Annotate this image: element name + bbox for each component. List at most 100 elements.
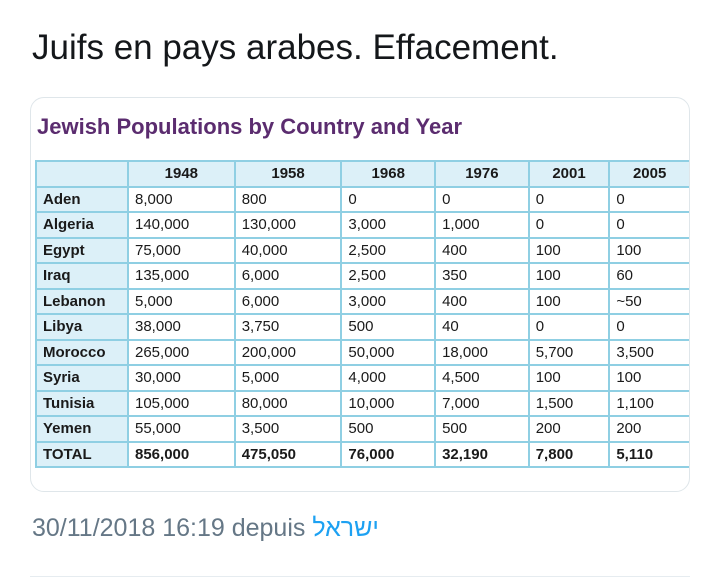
total-cell: 7,800 [527, 440, 611, 468]
column-header: 1948 [127, 160, 236, 188]
cell: 7,000 [434, 389, 530, 417]
cell: 140,000 [127, 211, 236, 239]
corner-cell [35, 160, 129, 188]
cell: 100 [527, 262, 611, 290]
row-label: Lebanon [35, 287, 129, 315]
post-meta: 30/11/2018 16:19 depuis ישראל [32, 514, 379, 543]
cell: ~50 [608, 287, 689, 315]
cell: 2,500 [340, 236, 437, 264]
cell: 350 [434, 262, 530, 290]
cell: 400 [434, 236, 530, 264]
row-label: Morocco [35, 338, 129, 366]
cell: 400 [434, 287, 530, 315]
cell: 1,100 [608, 389, 689, 417]
total-cell: 856,000 [127, 440, 236, 468]
total-row: TOTAL 856,000 475,050 76,000 32,190 7,800 5,11… [35, 440, 689, 468]
cell: 60 [608, 262, 689, 290]
cell: 6,000 [233, 287, 343, 315]
cell: 0 [608, 313, 689, 341]
table-title: Jewish Populations by Country and Year [37, 114, 463, 139]
cell: 100 [527, 287, 611, 315]
cell: 40,000 [233, 236, 343, 264]
table-row: Tunisia 105,000 80,000 10,000 7,000 1,500 1,10… [35, 389, 689, 417]
cell: 3,000 [340, 211, 437, 239]
column-header: 1968 [340, 160, 437, 188]
cell: 500 [340, 313, 437, 341]
table-row: Yemen 55,000 3,500 500 500 200 200 [35, 415, 689, 443]
table-row: Syria 30,000 5,000 4,000 4,500 100 100 [35, 364, 689, 392]
cell: 800 [233, 185, 343, 213]
cell: 1,500 [527, 389, 611, 417]
header-row: 1948 1958 1968 1976 2001 2005 [35, 160, 689, 188]
image-card[interactable]: Jewish Populations by Country and Year 1… [30, 97, 690, 492]
row-label: Aden [35, 185, 129, 213]
row-label: Syria [35, 364, 129, 392]
cell: 5,000 [127, 287, 236, 315]
cell: 3,750 [233, 313, 343, 341]
row-label: Tunisia [35, 389, 129, 417]
cell: 6,000 [233, 262, 343, 290]
cell: 0 [527, 211, 611, 239]
cell: 500 [434, 415, 530, 443]
cell: 130,000 [233, 211, 343, 239]
cell: 3,500 [608, 338, 689, 366]
table-row: Egypt 75,000 40,000 2,500 400 100 100 [35, 236, 689, 264]
cell: 100 [527, 364, 611, 392]
table-row: Aden 8,000 800 0 0 0 0 [35, 185, 689, 213]
total-label: TOTAL [35, 440, 129, 468]
cell: 75,000 [127, 236, 236, 264]
total-cell: 5,110 [608, 440, 689, 468]
cell: 200 [608, 415, 689, 443]
cell: 4,500 [434, 364, 530, 392]
cell: 2,500 [340, 262, 437, 290]
cell: 200 [527, 415, 611, 443]
cell: 4,000 [340, 364, 437, 392]
cell: 135,000 [127, 262, 236, 290]
cell: 18,000 [434, 338, 530, 366]
cell: 10,000 [340, 389, 437, 417]
cell: 30,000 [127, 364, 236, 392]
column-header: 2001 [527, 160, 611, 188]
row-label: Egypt [35, 236, 129, 264]
total-cell: 76,000 [340, 440, 437, 468]
row-label: Iraq [35, 262, 129, 290]
cell: 265,000 [127, 338, 236, 366]
cell: 0 [527, 313, 611, 341]
total-cell: 475,050 [233, 440, 343, 468]
divider [30, 576, 690, 577]
table-row: Libya 38,000 3,750 500 40 0 0 [35, 313, 689, 341]
table-row: Morocco 265,000 200,000 50,000 18,000 5,700 3,… [35, 338, 689, 366]
source-link[interactable]: ישראל [312, 514, 379, 542]
cell: 100 [608, 236, 689, 264]
cell: 0 [527, 185, 611, 213]
cell: 200,000 [233, 338, 343, 366]
cell: 38,000 [127, 313, 236, 341]
table-row: Lebanon 5,000 6,000 3,000 400 100 ~50 [35, 287, 689, 315]
cell: 3,500 [233, 415, 343, 443]
cell: 3,000 [340, 287, 437, 315]
cell: 0 [434, 185, 530, 213]
table-row: Algeria 140,000 130,000 3,000 1,000 0 0 [35, 211, 689, 239]
row-label: Yemen [35, 415, 129, 443]
cell: 0 [608, 211, 689, 239]
column-header: 1958 [233, 160, 343, 188]
cell: 0 [608, 185, 689, 213]
cell: 8,000 [127, 185, 236, 213]
population-table: 1948 1958 1968 1976 2001 2005 Aden 8,000 800 0 0 0 0… [35, 160, 689, 468]
cell: 55,000 [127, 415, 236, 443]
row-label: Libya [35, 313, 129, 341]
column-header: 1976 [434, 160, 530, 188]
row-label: Algeria [35, 211, 129, 239]
cell: 80,000 [233, 389, 343, 417]
column-header: 2005 [608, 160, 689, 188]
post-text: Juifs en pays arabes. Effacement. [32, 28, 559, 67]
cell: 5,000 [233, 364, 343, 392]
cell: 105,000 [127, 389, 236, 417]
cell: 0 [340, 185, 437, 213]
cell: 1,000 [434, 211, 530, 239]
cell: 100 [527, 236, 611, 264]
cell: 100 [608, 364, 689, 392]
table-row: Iraq 135,000 6,000 2,500 350 100 60 [35, 262, 689, 290]
cell: 500 [340, 415, 437, 443]
